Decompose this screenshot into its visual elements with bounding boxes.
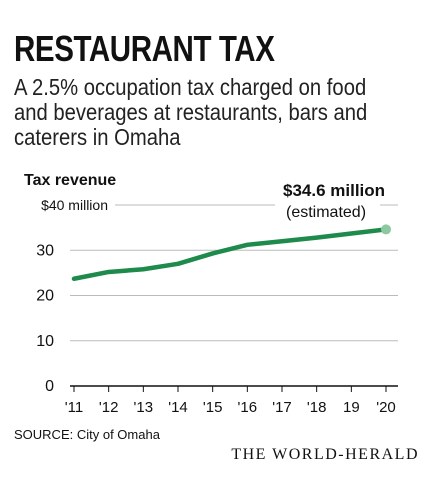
x-tick-label: '15 xyxy=(203,399,223,416)
source-note: SOURCE: City of Omaha xyxy=(14,427,160,442)
publisher-credit: THE WORLD-HERALD xyxy=(231,446,419,463)
x-tick-label: '13 xyxy=(134,399,154,416)
x-tick-label: '18 xyxy=(307,399,327,416)
chart-subtitle: A 2.5% occupation tax charged on food an… xyxy=(14,74,368,150)
x-tick-label: '11 xyxy=(65,399,83,416)
y-tick-label: 20 xyxy=(36,288,54,305)
series-line xyxy=(71,227,389,282)
x-tick-label: '20 xyxy=(376,399,396,416)
annotation-note: (estimated) xyxy=(286,204,366,221)
annotation-value: $34.6 million xyxy=(283,181,385,200)
x-tick-label: '16 xyxy=(238,399,258,416)
chart-title: RESTAURANT TAX xyxy=(14,28,275,69)
x-tick-label: '12 xyxy=(99,399,119,416)
x-tick-label: '14 xyxy=(168,399,188,416)
y-tick-label: 30 xyxy=(36,242,54,259)
x-tick-label: '17 xyxy=(272,399,292,416)
endpoint-marker xyxy=(381,224,391,235)
x-tick-label: 19 xyxy=(343,399,360,416)
y-tick-label: 10 xyxy=(36,333,54,350)
line-chart: Tax revenue 0 10 20 30 $40 million '11 '12 '13 '… xyxy=(24,172,398,416)
y-tick-label: 0 xyxy=(45,378,54,395)
y-axis-title: Tax revenue xyxy=(24,172,116,189)
y-tick-label: $40 million xyxy=(41,197,108,213)
